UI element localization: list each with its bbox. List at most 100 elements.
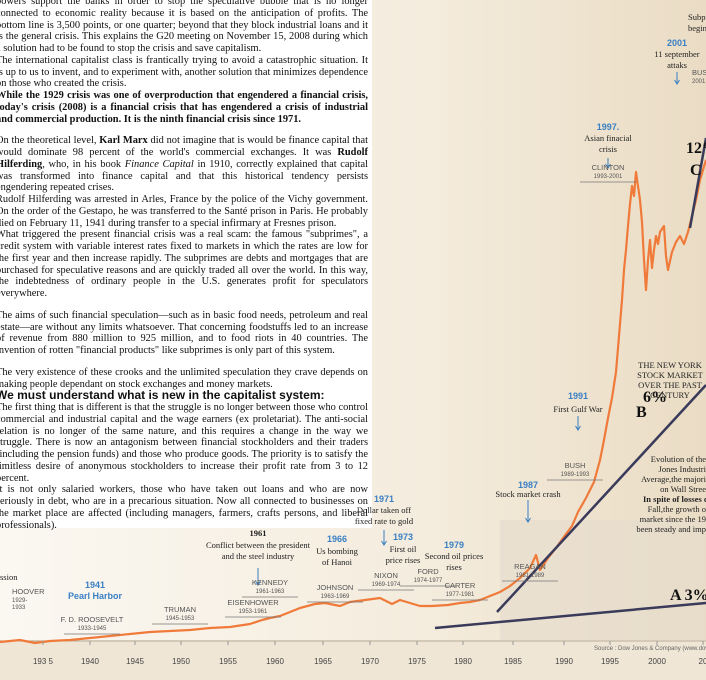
page: { "text_column": { "paragraphs": [ ["pow…	[0, 0, 706, 680]
president-name: CLINTON	[592, 163, 625, 172]
event-year: 1979	[444, 540, 464, 550]
event-year: 1973	[393, 532, 413, 542]
trend-label: A 3%	[670, 587, 706, 604]
x-axis-label: 2000	[648, 657, 666, 666]
president-term: 1945-1953	[166, 616, 195, 622]
event-label: rises	[446, 562, 462, 572]
chart-title: CENTURY	[650, 390, 690, 400]
president-term: 1993-2001	[594, 174, 623, 180]
president-term: 1961-1963	[256, 589, 285, 595]
event-label: Asian finacial	[584, 133, 632, 143]
x-axis-label: 1970	[361, 657, 379, 666]
paragraph: What triggered the present financial cri…	[0, 229, 368, 300]
x-axis-label: 1955	[219, 657, 237, 666]
building-silhouette	[500, 520, 706, 640]
event-year: 1971	[374, 494, 394, 504]
president-term: 1969-1974	[372, 582, 401, 588]
x-axis-label: 1965	[314, 657, 332, 666]
text: Finance Capital	[125, 159, 194, 170]
president-name: JOHNSON	[317, 583, 354, 592]
president-name: CARTER	[445, 581, 476, 590]
president-term: 1974-1977	[414, 578, 443, 584]
president-name: NIXON	[374, 571, 398, 580]
text: powers support the banks in order to sto…	[0, 0, 368, 54]
president-name: FORD	[417, 567, 439, 576]
trend-label: 12%	[686, 140, 706, 157]
event-label: and the steel industry	[222, 551, 295, 561]
president-name: BUS	[692, 68, 706, 77]
event-label: crisis	[599, 144, 617, 154]
event-label: attaks	[667, 60, 687, 70]
text: We must understand what is new in the ca…	[0, 388, 325, 402]
president-name: HOOVER	[12, 587, 45, 596]
text: The very existence of these crooks and t…	[0, 367, 368, 390]
paragraph: The very existence of these crooks and t…	[0, 367, 368, 391]
president-term: 1933	[12, 605, 26, 611]
description: on Wall Stree	[660, 484, 706, 494]
event-label: price rises	[386, 555, 421, 565]
paragraph: It is not only salaried workers, those w…	[0, 484, 368, 531]
event-label: Pearl Harbor	[68, 591, 123, 601]
paragraph: On the theoretical level, Karl Marx did …	[0, 135, 368, 194]
text: On the theoretical level,	[0, 135, 99, 146]
president-term: 1933-1945	[78, 626, 107, 632]
event-label: 11 september	[654, 49, 699, 59]
text: The aims of such financial speculation—s…	[0, 310, 368, 356]
event-label: First Gulf War	[553, 404, 602, 414]
x-axis-label: 1990	[555, 657, 573, 666]
event-label: Us bombing	[316, 546, 359, 556]
text: It is not only salaried workers, those w…	[0, 484, 368, 530]
paragraph: The first thing that is different is tha…	[0, 402, 368, 484]
president-name: REAGAN	[514, 562, 546, 571]
heading: We must understand what is new in the ca…	[0, 390, 368, 402]
description: been steady and imp	[636, 524, 706, 534]
paragraph: The international capitalist class is fr…	[0, 55, 368, 90]
trend-label: C	[690, 162, 702, 179]
event-year: 1991	[568, 391, 588, 401]
description: Average,the majori	[641, 474, 706, 484]
paragraph: Rudolf Hilferding was arrested in Arles,…	[0, 194, 368, 229]
paragraph: While the 1929 crisis was one of overpro…	[0, 90, 368, 125]
x-axis-label: 1960	[266, 657, 284, 666]
president-name: F. D. ROOSEVELT	[61, 615, 124, 624]
text-column: powers support the banks in order to sto…	[0, 0, 368, 531]
president-term: 1953-1961	[239, 609, 268, 615]
text: The first thing that is different is tha…	[0, 402, 368, 484]
event-year: 1941	[85, 580, 105, 590]
description: Evolution of the	[651, 454, 706, 464]
description-bold: In spite of losses du	[643, 494, 706, 504]
x-axis-label: 1980	[454, 657, 472, 666]
x-axis-label: 193 5	[33, 657, 54, 666]
president-name: BUSH	[565, 461, 586, 470]
description: Fall,the growth o	[648, 504, 706, 514]
description: Jones Industri	[659, 464, 706, 474]
event-label: of Hanoi	[322, 557, 353, 567]
note: beginnin	[688, 23, 706, 33]
event-label: Second oil prices	[425, 551, 484, 561]
text: The international capitalist class is fr…	[0, 55, 368, 90]
president-term: 2001	[692, 79, 706, 85]
president-name: EISENHOWER	[227, 598, 279, 607]
chart-title: OVER THE PAST	[638, 380, 703, 390]
note: ssion	[0, 572, 18, 582]
event-label: First oil	[390, 544, 417, 554]
event-year: 1997.	[597, 122, 620, 132]
chart-title: STOCK MARKET	[637, 370, 704, 380]
president-name: TRUMAN	[164, 605, 196, 614]
president-term: 1981-1989	[516, 573, 545, 579]
president-term: 1963-1969	[321, 594, 350, 600]
x-axis-label: 1940	[81, 657, 99, 666]
text: What triggered the present financial cri…	[0, 229, 368, 299]
trend-label: B	[636, 404, 647, 421]
text: Rudolf Hilferding was arrested in Arles,…	[0, 194, 368, 229]
source: Source : Dow Jones & Company (www.dowjon	[594, 646, 706, 652]
x-axis-label: 1985	[504, 657, 522, 666]
description: market since the 19	[640, 514, 706, 524]
paragraph: powers support the banks in order to sto…	[0, 0, 368, 55]
event-year: 2001	[667, 38, 687, 48]
x-axis-label: 1950	[172, 657, 190, 666]
paragraph: The aims of such financial speculation—s…	[0, 310, 368, 357]
president-term: 1989-1993	[561, 472, 590, 478]
president-term: 1929-	[12, 598, 27, 604]
x-axis-label: 20	[699, 657, 706, 666]
